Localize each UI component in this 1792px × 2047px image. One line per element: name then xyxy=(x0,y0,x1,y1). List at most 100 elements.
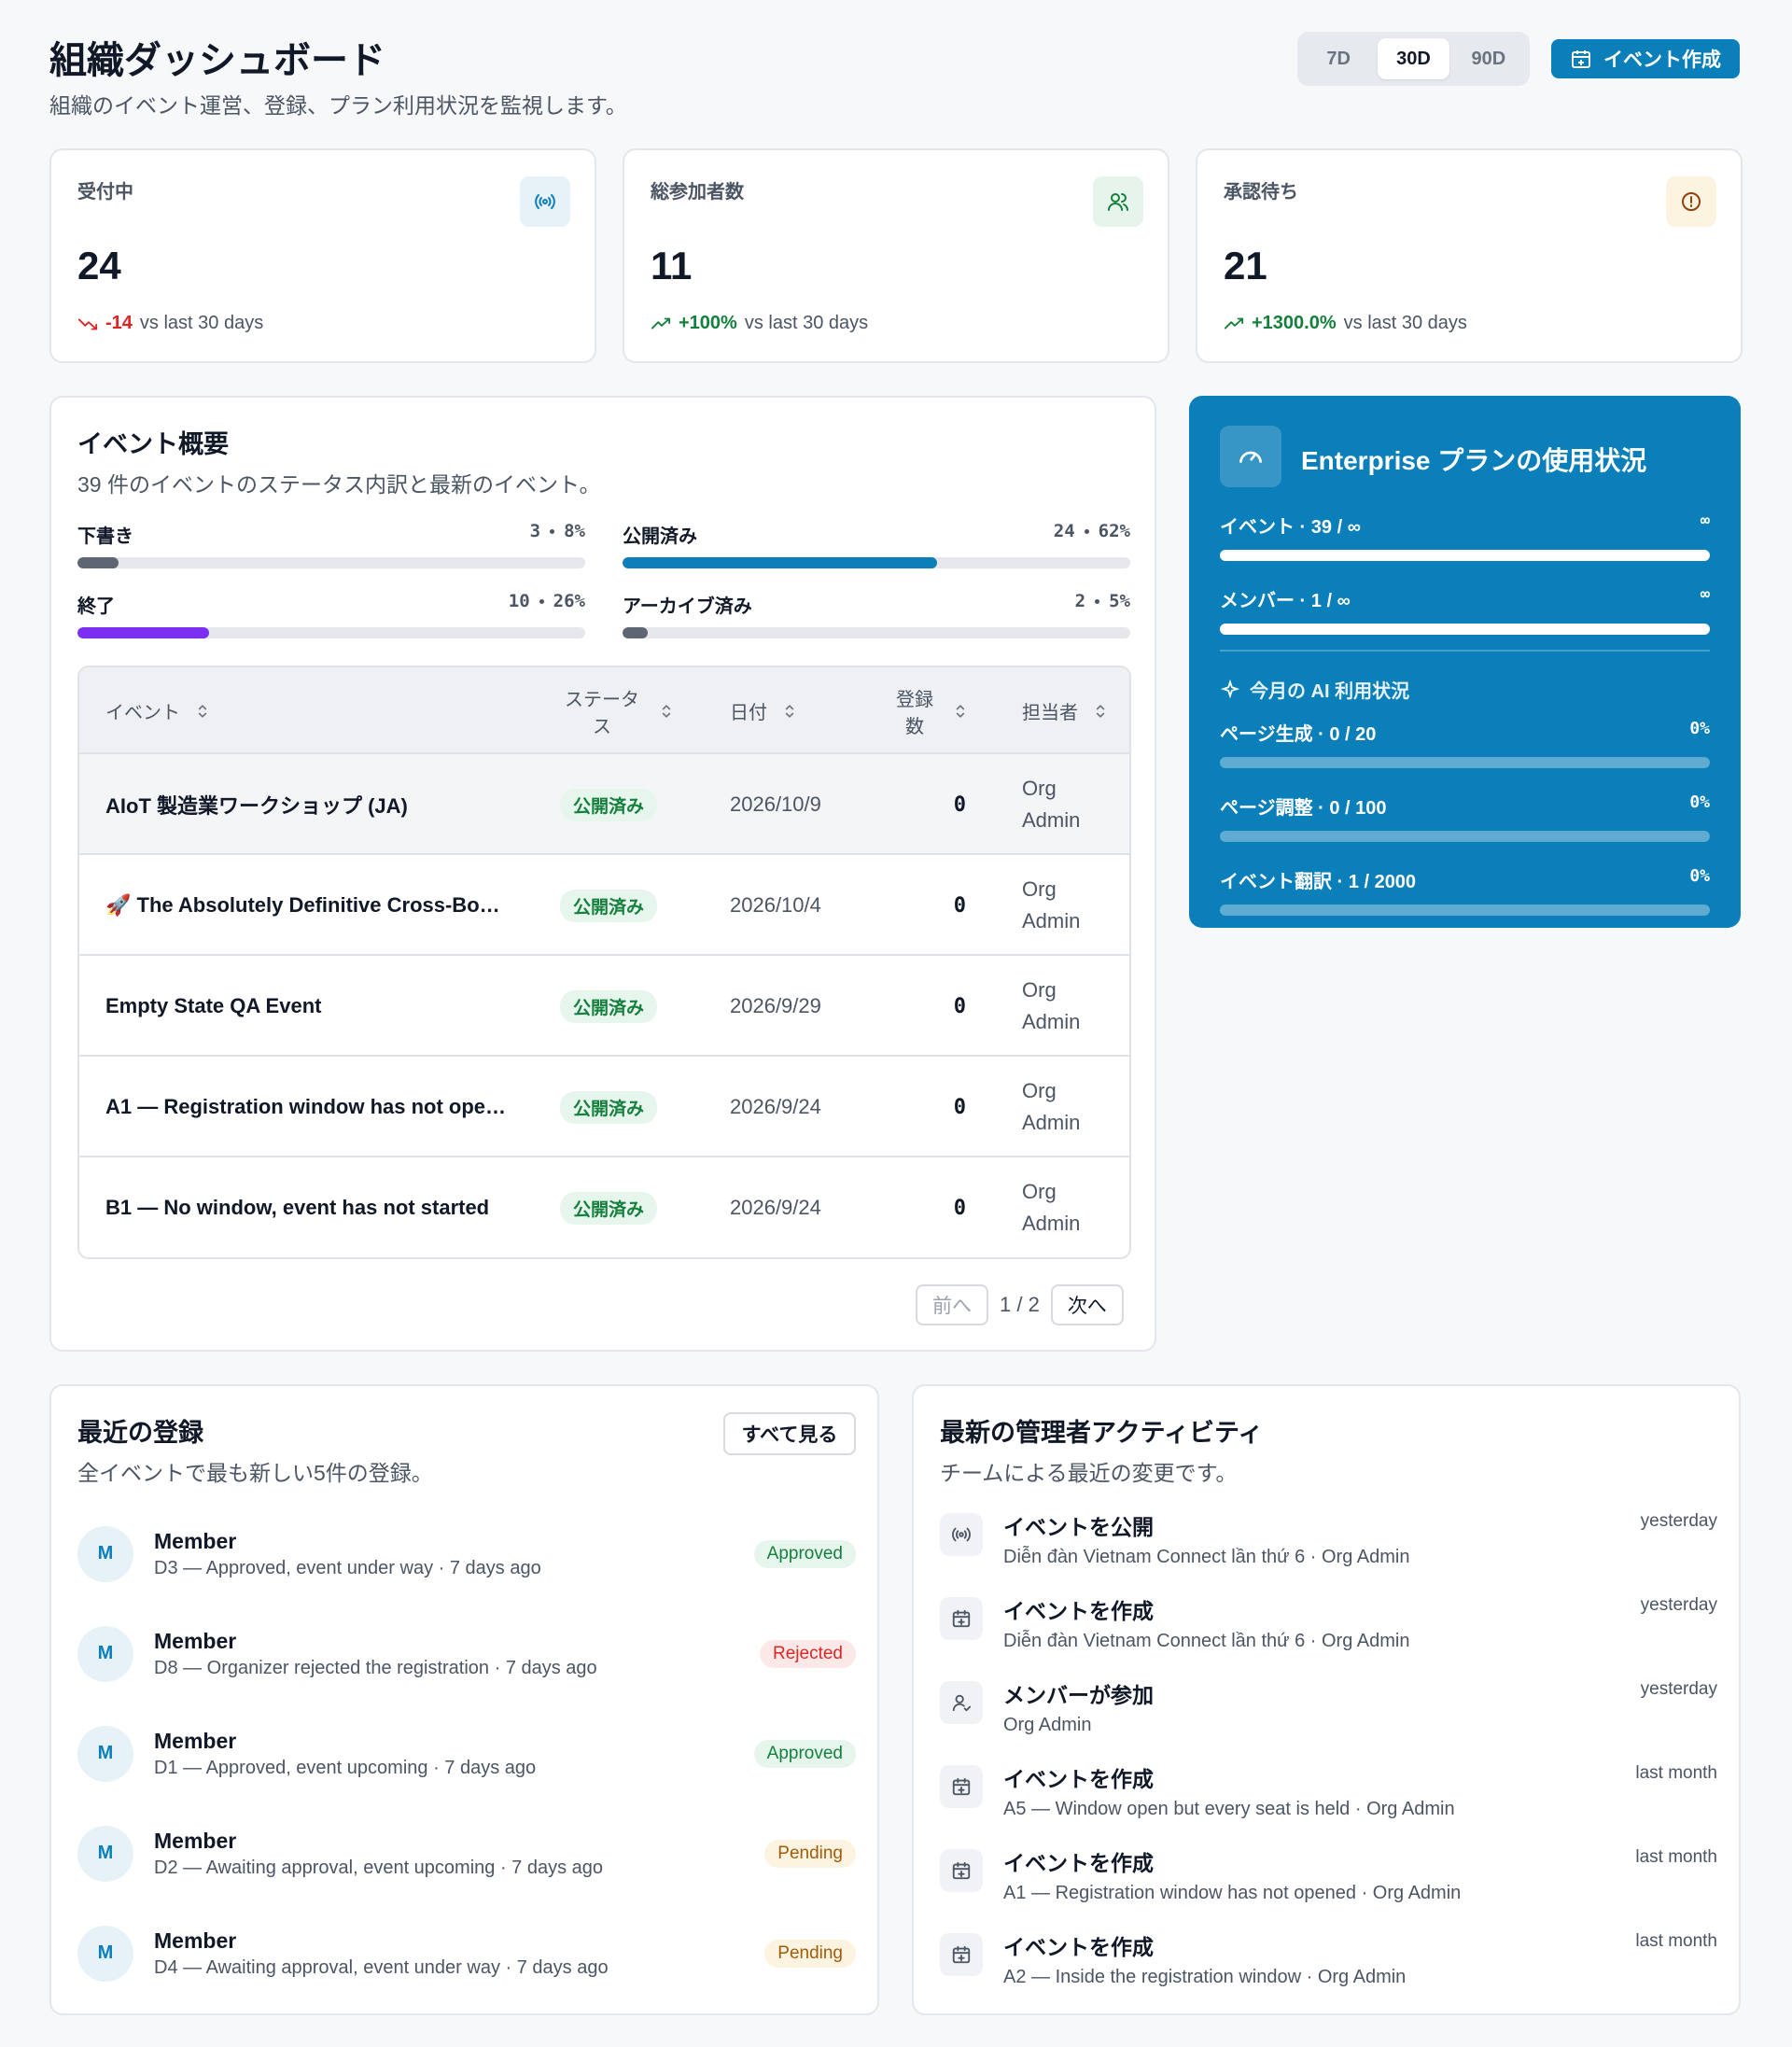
prev-button[interactable]: 前へ xyxy=(916,1284,988,1325)
activity-action: メンバーが参加 xyxy=(1003,1683,1154,1707)
status-item: 公開済み 24 62% xyxy=(623,521,1130,568)
card-title: 最新の管理者アクティビティ xyxy=(940,1419,1264,1447)
registration-detail: D3 — Approved, event under way · 7 days … xyxy=(154,1557,541,1578)
status-label: 公開済み xyxy=(623,526,697,547)
table-cell: 公開済み xyxy=(560,1157,709,1257)
registration-item[interactable]: M Member D2 — Awaiting approval, event upc… xyxy=(77,1803,856,1903)
event-name: Empty State QA Event xyxy=(105,994,322,1017)
status-stats: 3 8% xyxy=(530,521,585,548)
table-row[interactable]: Empty State QA Event 公開済み 2026/9/29 0 Org Ad… xyxy=(79,956,1129,1057)
down-icon xyxy=(77,318,98,329)
ai-title: 今月の AI 利用状況 xyxy=(1250,681,1410,702)
registration-item[interactable]: M Member D8 — Organizer rejected the regis… xyxy=(77,1604,856,1703)
ai-percent: 0% xyxy=(1689,866,1710,886)
table-header: イベント ステータス 日付 登録数 担当者 xyxy=(79,667,1129,754)
events-table: イベント ステータス 日付 登録数 担当者 AIoT 製造業ワークショップ (JA) 公開済… xyxy=(77,666,1131,1259)
separator-dot xyxy=(539,599,544,604)
limit-label: イベント · 39 / ∞ xyxy=(1220,517,1361,538)
activity-detail: Org Admin xyxy=(1003,1715,1092,1735)
status-count: 24 xyxy=(1053,521,1075,541)
registration-text: Member D3 — Approved, event under way · 7… xyxy=(154,1529,734,1579)
registration-status: Approved xyxy=(753,1539,856,1568)
kpi-comparison: vs last 30 days xyxy=(139,313,264,333)
table-cell: 2026/9/24 xyxy=(730,1157,889,1257)
card-subtitle: チームによる最近の変更です。 xyxy=(940,1461,1238,1485)
registration-status: Approved xyxy=(753,1739,856,1768)
next-button[interactable]: 次へ xyxy=(1050,1284,1124,1325)
event-date: 2026/10/9 xyxy=(730,792,821,816)
activity-action: イベントを作成 xyxy=(1003,1767,1154,1791)
status-label: 下書き xyxy=(77,526,133,547)
create-event-button[interactable]: イベント作成 xyxy=(1551,39,1740,78)
kpi-comparison: vs last 30 days xyxy=(744,313,869,333)
registration-text: Member D8 — Organizer rejected the regist… xyxy=(154,1629,739,1679)
column-header[interactable]: 登録数 xyxy=(891,667,970,754)
plan-title: Enterprise プランの使用状況 xyxy=(1301,446,1647,475)
plan-card: Enterprise プランの使用状況 イベント · 39 / ∞ ∞ メンバー ·… xyxy=(1189,396,1741,928)
status-badge: 公開済み xyxy=(560,1090,658,1124)
avatar: M xyxy=(77,1925,133,1982)
table-cell: Org Admin xyxy=(1022,1157,1125,1257)
limit-item: メンバー · 1 / ∞ ∞ xyxy=(1220,585,1710,635)
table-cell: Org Admin xyxy=(1022,855,1125,956)
table-row[interactable]: 🚀 The Absolutely Definitive Cross-Bo… 公開済… xyxy=(79,855,1129,956)
limit-value: ∞ xyxy=(1700,585,1710,604)
event-date: 2026/9/24 xyxy=(730,1196,821,1219)
status-head: アーカイブ済み 2 5% xyxy=(623,591,1130,618)
see-all-button[interactable]: すべて見る xyxy=(723,1412,856,1455)
column-header[interactable]: ステータス xyxy=(560,667,676,754)
kpi-delta: -14 xyxy=(105,313,133,333)
registrations-card: 最近の登録 全イベントで最も新しい5件の登録。 すべて見る M Member D3 … xyxy=(49,1384,879,2015)
kpi-card: 受付中 24 -14 vs last 30 days xyxy=(49,148,596,363)
activity-list: イベントを公開 Diễn đàn Vietnam Connect lần thứ … xyxy=(940,1509,1717,2013)
registration-item[interactable]: M Member D1 — Approved, event upcoming · 7… xyxy=(77,1703,856,1803)
ai-head: ページ調整 · 0 / 100 0% xyxy=(1220,792,1710,820)
registration-detail: D8 — Organizer rejected the registration… xyxy=(154,1657,597,1678)
range-option[interactable]: 7D xyxy=(1326,48,1351,69)
column-header[interactable]: 日付 xyxy=(730,667,799,754)
sort-icon xyxy=(198,704,207,718)
column-header[interactable]: イベント xyxy=(105,667,212,754)
range-selector: 7D 30D 90D xyxy=(1297,32,1530,86)
status-breakdown: 下書き 3 8% 公開済み 24 62% 終了 10 26% アーカイブ済み 2 5% xyxy=(77,521,1130,638)
radio-icon xyxy=(952,1527,971,1542)
registration-status: Pending xyxy=(764,1839,856,1868)
table-cell: Org Admin xyxy=(1022,956,1125,1057)
activity-time: last month xyxy=(1635,1847,1717,1867)
users-icon xyxy=(1108,193,1128,211)
kpi-value: 24 xyxy=(77,244,121,287)
plan-limits: イベント · 39 / ∞ ∞ メンバー · 1 / ∞ ∞ xyxy=(1220,512,1710,659)
ai-item: イベント翻訳 · 1 / 2000 0% xyxy=(1220,866,1710,916)
registration-item[interactable]: M Member D3 — Approved, event under way · … xyxy=(77,1504,856,1604)
activity-text: イベントを公開 Diễn đàn Vietnam Connect lần thứ … xyxy=(1003,1509,1620,1568)
registration-item[interactable]: M Member D4 — Awaiting approval, event und… xyxy=(77,1903,856,2003)
member-name: Member xyxy=(154,1728,237,1753)
radio-icon xyxy=(535,194,555,209)
column-header[interactable]: 担当者 xyxy=(1022,667,1110,754)
range-option[interactable]: 90D xyxy=(1471,48,1506,69)
registration-count: 0 xyxy=(953,893,966,918)
table-row[interactable]: AIoT 製造業ワークショップ (JA) 公開済み 2026/10/9 0 Org Ad… xyxy=(79,754,1129,855)
table-cell: 0 xyxy=(891,956,1009,1057)
table-cell: 0 xyxy=(891,855,1009,956)
range-option[interactable]: 30D xyxy=(1378,38,1449,79)
activity-detail: Diễn đàn Vietnam Connect lần thứ 6 · Org… xyxy=(1003,1631,1410,1651)
table-row[interactable]: B1 — No window, event has not started 公開済… xyxy=(79,1157,1129,1257)
kpi-delta-row: +100% vs last 30 days xyxy=(651,313,868,334)
registration-detail: D4 — Awaiting approval, event under way … xyxy=(154,1956,609,1978)
owner: Org Admin xyxy=(1022,1079,1081,1134)
registration-detail: D1 — Approved, event upcoming · 7 days a… xyxy=(154,1757,537,1778)
event-date: 2026/9/24 xyxy=(730,1095,821,1118)
kpi-delta-row: -14 vs last 30 days xyxy=(77,313,263,334)
table-cell: 2026/10/4 xyxy=(730,855,889,956)
table-row[interactable]: A1 — Registration window has not ope… 公開済… xyxy=(79,1057,1129,1157)
status-percent: 8% xyxy=(564,521,585,541)
status-badge: 公開済み xyxy=(560,788,658,821)
activity-icon xyxy=(940,1765,983,1808)
kpi-comparison: vs last 30 days xyxy=(1343,313,1467,333)
ai-head: イベント翻訳 · 1 / 2000 0% xyxy=(1220,866,1710,893)
status-item: 下書き 3 8% xyxy=(77,521,585,568)
table-cell: 公開済み xyxy=(560,855,709,956)
status-count: 3 xyxy=(529,521,541,541)
activity-detail: A5 — Window open but every seat is held … xyxy=(1003,1799,1455,1819)
